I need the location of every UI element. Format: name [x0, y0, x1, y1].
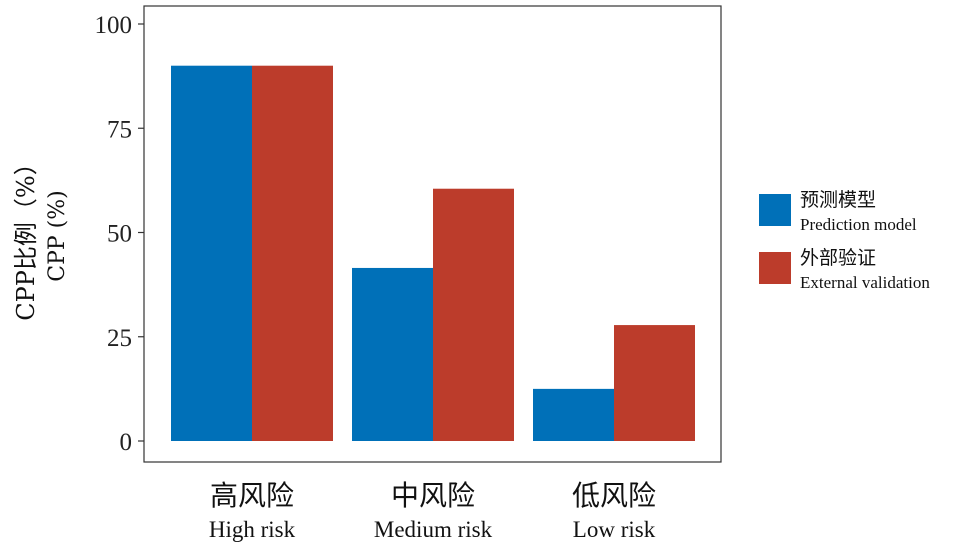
- legend-label-en: Prediction model: [800, 215, 917, 234]
- y-tick-label: 25: [107, 325, 132, 352]
- y-axis-label-en: CPP (%): [45, 190, 70, 282]
- y-tick-label: 50: [107, 221, 132, 248]
- y-tick-label: 75: [107, 116, 132, 143]
- y-tick-label: 0: [120, 429, 133, 456]
- x-tick-label-zh: 低风险: [572, 479, 656, 512]
- bar: [352, 267, 433, 441]
- bar: [533, 388, 614, 441]
- x-tick-label-zh: 中风险: [391, 479, 475, 512]
- legend-label-zh: 外部验证: [800, 247, 876, 269]
- legend-swatch: [759, 252, 791, 284]
- x-tick-label-en: High risk: [209, 517, 296, 542]
- bar: [252, 65, 333, 441]
- bar: [171, 65, 252, 441]
- plot-frame: [143, 5, 722, 463]
- y-axis-label: CPP比例（%） CPP (%): [12, 151, 70, 320]
- x-tick-label-en: Low risk: [573, 517, 656, 542]
- bar: [433, 188, 514, 441]
- legend: 预测模型 Prediction model 外部验证 External validat…: [759, 189, 930, 292]
- bar: [614, 325, 695, 441]
- bars: [171, 65, 695, 441]
- y-axis: 0 25 50 75 100: [95, 12, 144, 456]
- y-axis-label-zh: CPP比例（%）: [12, 151, 40, 320]
- x-tick-label-en: Medium risk: [374, 517, 493, 542]
- legend-label-en: External validation: [800, 273, 930, 292]
- legend-swatch: [759, 194, 791, 226]
- x-axis: 高风险 High risk 中风险 Medium risk 低风险 Low risk: [209, 479, 656, 542]
- legend-label-zh: 预测模型: [800, 189, 876, 211]
- y-tick-label: 100: [95, 12, 133, 39]
- x-tick-label-zh: 高风险: [210, 479, 294, 512]
